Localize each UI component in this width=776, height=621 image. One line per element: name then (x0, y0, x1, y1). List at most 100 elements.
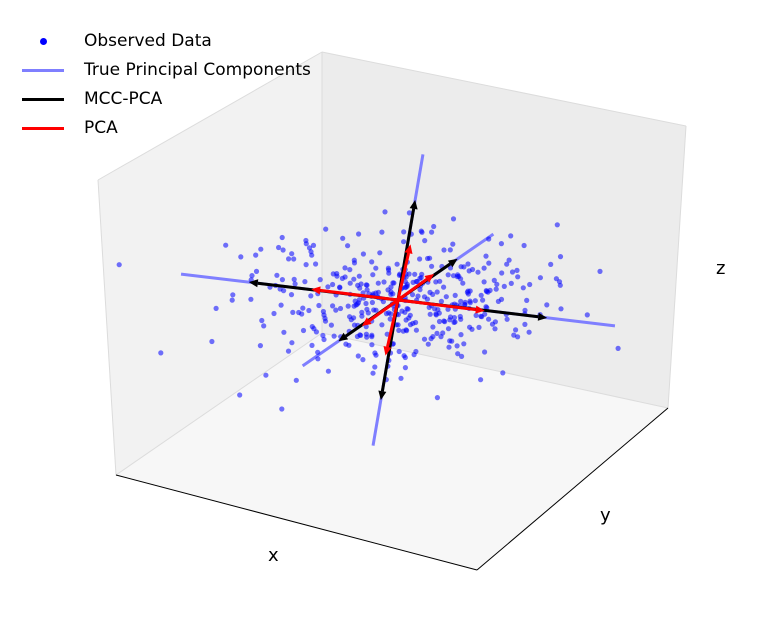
data-point (354, 301, 360, 307)
data-point (320, 308, 326, 315)
data-point (493, 286, 499, 292)
data-point (363, 300, 369, 307)
data-point (276, 244, 282, 251)
data-point (323, 226, 329, 232)
data-point (379, 322, 385, 328)
data-point (381, 279, 387, 285)
data-point (209, 338, 215, 345)
data-point (369, 332, 375, 338)
data-point (450, 216, 457, 222)
data-point (286, 256, 292, 262)
data-point (480, 297, 486, 303)
data-point (445, 326, 452, 332)
data-point (412, 271, 418, 277)
pca-arrow (397, 298, 485, 314)
data-point (340, 235, 346, 241)
axes-panes (98, 52, 686, 570)
data-point (492, 326, 498, 332)
data-point (394, 261, 400, 267)
data-point (500, 370, 506, 376)
data-point (315, 356, 321, 362)
data-point (363, 282, 369, 288)
data-point (486, 260, 492, 266)
data-point (306, 307, 312, 314)
data-point (396, 327, 402, 333)
data-point (291, 276, 297, 282)
data-point (553, 276, 560, 282)
data-point (280, 247, 286, 253)
data-point (330, 303, 336, 309)
data-point (492, 319, 498, 325)
data-point (483, 304, 489, 310)
data-point (524, 297, 530, 303)
data-point (357, 285, 363, 291)
data-point (509, 269, 516, 275)
data-point (388, 284, 394, 290)
pca-arrow (397, 274, 435, 302)
data-point (527, 281, 533, 288)
arrow-head (404, 244, 413, 254)
data-point (288, 292, 295, 298)
arrow-head (424, 274, 435, 283)
data-point (548, 261, 554, 267)
data-point (436, 318, 443, 325)
data-point (481, 265, 487, 271)
data-point (427, 289, 433, 295)
data-point (398, 375, 404, 381)
data-point (403, 327, 409, 333)
data-point (466, 268, 472, 274)
data-point (356, 273, 362, 279)
data-point (375, 280, 381, 286)
data-point (290, 309, 296, 315)
data-point (292, 281, 298, 287)
legend-label: Observed Data (84, 30, 212, 51)
data-point (411, 352, 417, 358)
data-point (508, 233, 514, 239)
data-point (465, 291, 471, 297)
legend-item-mcc-pca: MCC-PCA (18, 84, 311, 113)
data-point (597, 268, 603, 274)
data-point (441, 247, 447, 253)
data-point (409, 292, 416, 298)
data-point (475, 269, 481, 275)
data-point (293, 377, 299, 383)
data-point (454, 343, 460, 349)
data-point (401, 229, 407, 235)
data-point (434, 289, 440, 295)
data-point (431, 223, 437, 230)
data-point (309, 342, 315, 348)
pca-arrow (311, 286, 399, 302)
pca-arrow (361, 298, 399, 326)
data-point (369, 342, 375, 348)
data-point (249, 273, 255, 279)
axes-edges (97, 51, 687, 571)
arrow-head (447, 258, 458, 268)
data-point (504, 316, 510, 322)
data-point (414, 278, 420, 285)
data-point (285, 348, 292, 354)
data-point (309, 324, 315, 330)
data-point (406, 315, 412, 321)
data-point (406, 210, 412, 216)
data-point (308, 293, 314, 299)
data-point (473, 312, 479, 318)
data-point (504, 261, 510, 267)
data-point (447, 317, 453, 323)
data-point (451, 315, 457, 321)
data-point (427, 311, 433, 317)
data-point (334, 273, 340, 279)
y-axis-label: y (600, 505, 611, 526)
data-point (395, 322, 401, 328)
data-point (441, 284, 447, 290)
data-point (415, 293, 421, 299)
data-point (386, 267, 392, 273)
data-point (458, 276, 464, 282)
data-point (253, 252, 259, 258)
data-point (289, 251, 295, 257)
data-point (402, 309, 408, 315)
pca-arrow (383, 299, 400, 356)
data-point (486, 316, 492, 322)
data-point (351, 257, 357, 263)
data-point (508, 280, 514, 286)
